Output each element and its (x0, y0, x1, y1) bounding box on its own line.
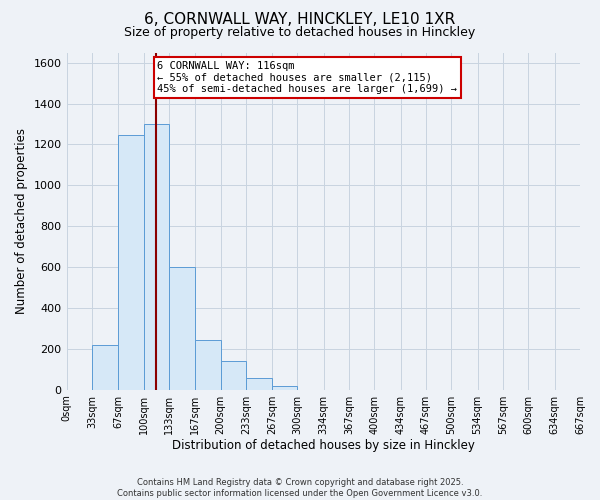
Bar (143, 124, 169, 390)
Bar (195, 340, 221, 390)
Text: 6, CORNWALL WAY, HINCKLEY, LE10 1XR: 6, CORNWALL WAY, HINCKLEY, LE10 1XR (145, 12, 455, 28)
Bar (221, 361, 246, 390)
Bar (272, 386, 298, 390)
Bar (118, 136, 143, 390)
Text: Size of property relative to detached houses in Hinckley: Size of property relative to detached ho… (124, 26, 476, 39)
Bar (246, 378, 272, 390)
Y-axis label: Number of detached properties: Number of detached properties (15, 128, 28, 314)
X-axis label: Distribution of detached houses by size in Hinckley: Distribution of detached houses by size … (172, 440, 475, 452)
Bar (92, 344, 118, 390)
Text: 6 CORNWALL WAY: 116sqm
← 55% of detached houses are smaller (2,115)
45% of semi-: 6 CORNWALL WAY: 116sqm ← 55% of detached… (157, 61, 457, 94)
Text: Contains HM Land Registry data © Crown copyright and database right 2025.
Contai: Contains HM Land Registry data © Crown c… (118, 478, 482, 498)
Bar (169, 267, 195, 390)
